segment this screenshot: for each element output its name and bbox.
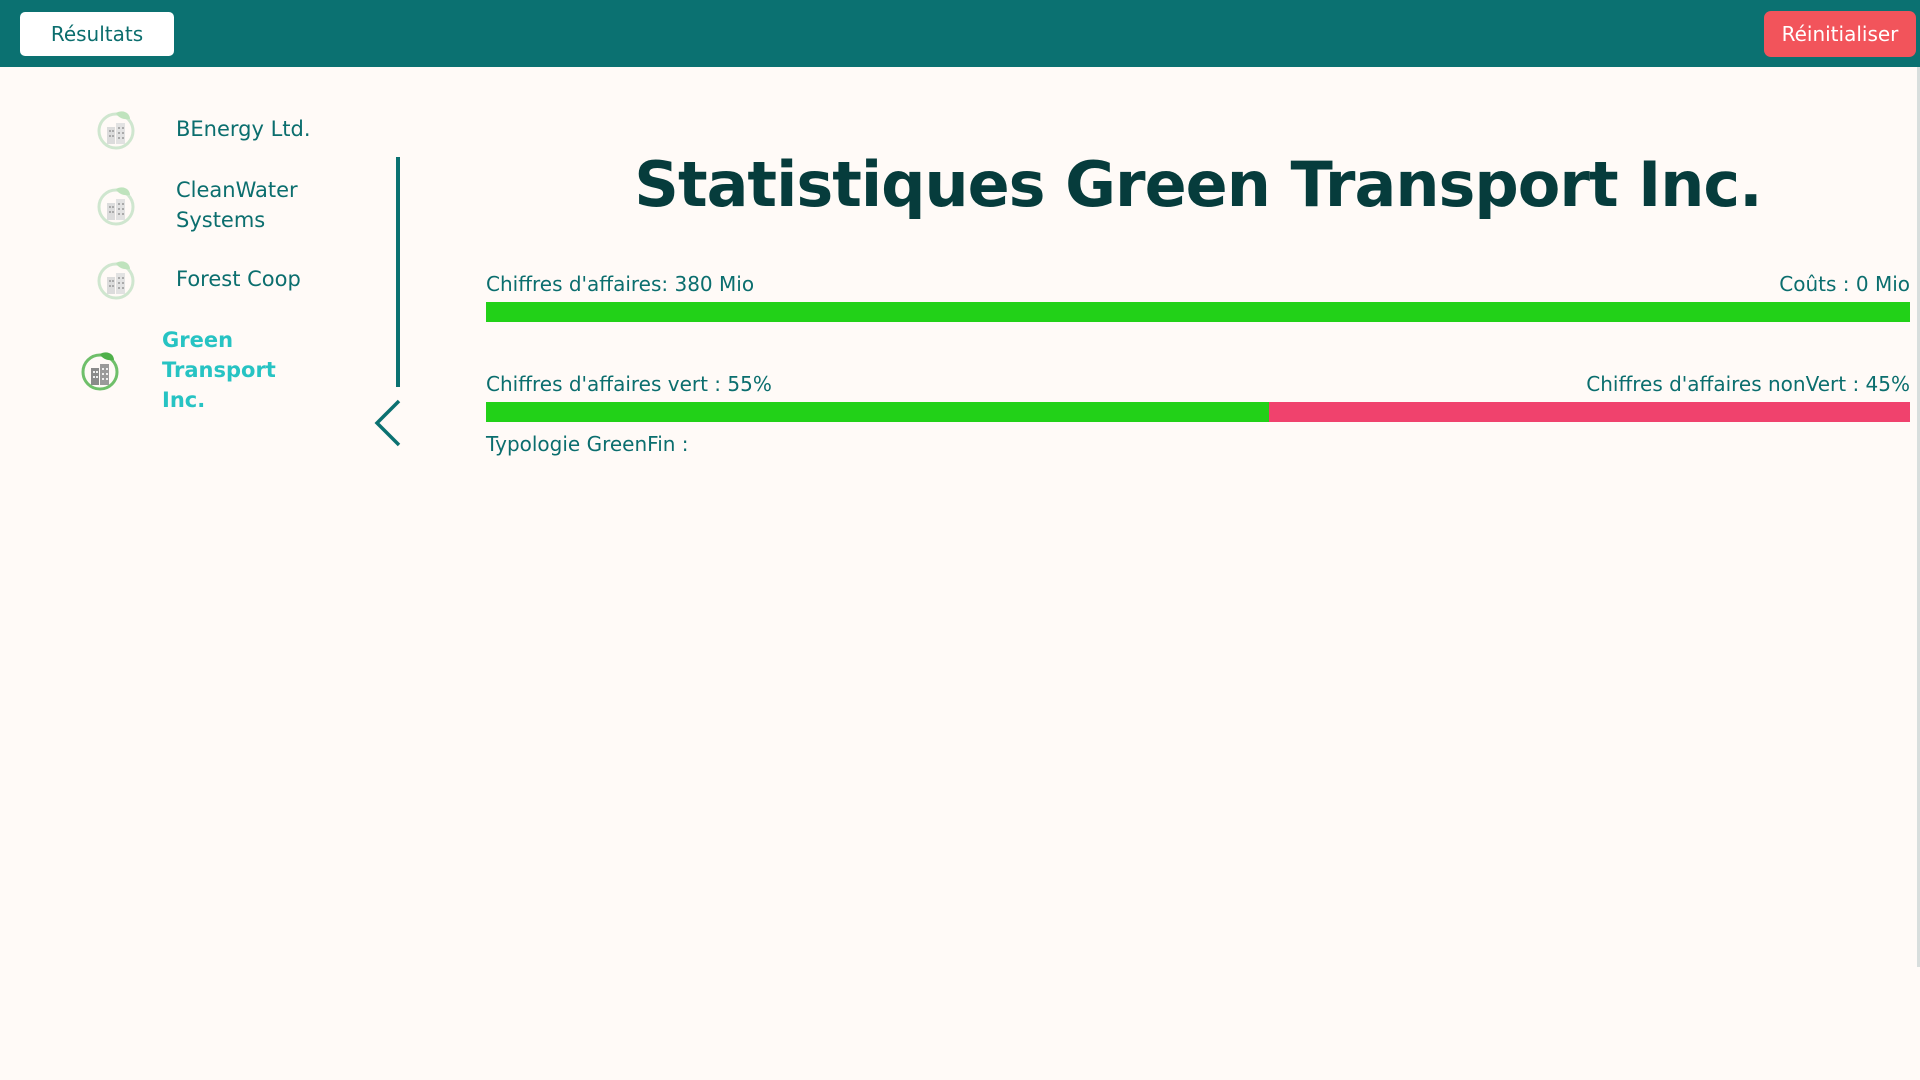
sidebar-item-label: CleanWater Systems — [176, 178, 298, 232]
revenue-segment — [486, 302, 1910, 322]
eco-building-icon — [81, 352, 119, 391]
revenue-row: Chiffres d'affaires: 380 Mio Coûts : 0 M… — [486, 272, 1910, 296]
revenue-label: Chiffres d'affaires: 380 Mio — [486, 272, 755, 296]
sidebar-item-label: Forest Coop — [176, 267, 301, 291]
eco-building-icon — [97, 111, 135, 150]
costs-label: Coûts : 0 Mio — [1779, 272, 1910, 296]
eco-building-icon — [97, 187, 135, 226]
sidebar-item-label: Green Transport Inc. — [162, 328, 276, 412]
nongreen-segment — [1269, 402, 1910, 422]
revenue-costs-bar — [486, 302, 1910, 322]
sidebar-item-forest-coop[interactable]: Forest Coop — [96, 257, 326, 301]
sidebar-divider — [396, 157, 400, 387]
green-nongreen-bar — [486, 402, 1910, 422]
top-bar: Résultats Réinitialiser — [0, 0, 1920, 67]
green-revenue-label: Chiffres d'affaires vert : 55% — [486, 372, 772, 396]
results-button[interactable]: Résultats — [20, 12, 174, 56]
nongreen-revenue-label: Chiffres d'affaires nonVert : 45% — [1586, 372, 1910, 396]
typology-label: Typologie GreenFin : — [486, 432, 689, 456]
company-sidebar: BEnergy Ltd. CleanWater Systems — [0, 67, 410, 467]
green-row: Chiffres d'affaires vert : 55% Chiffres … — [486, 372, 1910, 396]
sidebar-item-label: BEnergy Ltd. — [176, 117, 311, 141]
eco-building-icon — [97, 261, 135, 300]
scrollbar-track — [1917, 67, 1920, 967]
green-segment — [486, 402, 1270, 422]
sidebar-item-benergy[interactable]: BEnergy Ltd. — [96, 107, 326, 151]
chevron-left-icon[interactable] — [370, 397, 406, 449]
sidebar-item-green-transport[interactable]: Green Transport Inc. — [80, 325, 312, 415]
page-title: Statistiques Green Transport Inc. — [634, 148, 1762, 221]
reset-button[interactable]: Réinitialiser — [1764, 11, 1916, 57]
sidebar-item-cleanwater[interactable]: CleanWater Systems — [96, 175, 326, 235]
